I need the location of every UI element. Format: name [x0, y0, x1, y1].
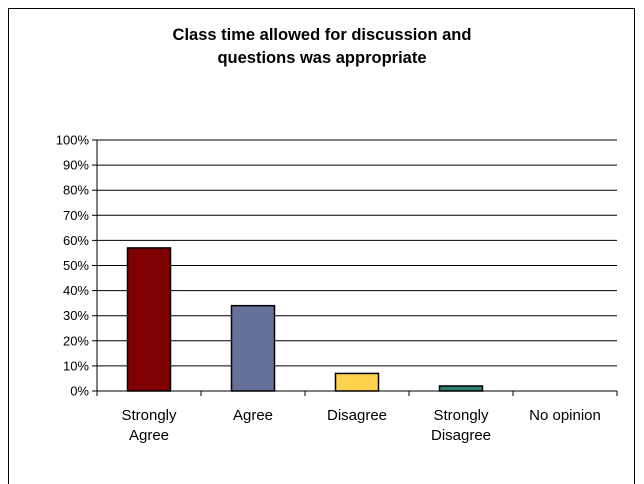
chart-title-line-2: questions was appropriate: [217, 49, 427, 67]
y-tick-label: 90%: [63, 158, 89, 173]
y-tick-label: 70%: [63, 208, 89, 223]
y-tick-label: 20%: [63, 333, 89, 348]
y-tick-label: 40%: [63, 283, 89, 298]
bar-agree: [230, 304, 276, 392]
x-category-label: Agree: [233, 407, 273, 424]
chart-frame: [8, 8, 635, 484]
y-tick-label: 80%: [63, 183, 89, 198]
y-tick-label: 0%: [70, 384, 89, 399]
x-category-label: Strongly Agree: [121, 407, 177, 444]
bar-strongly-disagree: [438, 385, 484, 392]
chart-title: Class time allowed for discussion and qu…: [0, 24, 644, 70]
y-tick-label: 30%: [63, 308, 89, 323]
x-category-label: Strongly Disagree: [431, 407, 491, 444]
y-tick-label: 10%: [63, 358, 89, 373]
y-tick-label: 60%: [63, 233, 89, 248]
y-tick-label: 50%: [63, 258, 89, 273]
x-category-label: Disagree: [327, 407, 387, 424]
y-tick-label: 100%: [56, 133, 90, 148]
chart-title-line-1: Class time allowed for discussion and: [172, 26, 472, 44]
bar-strongly-agree: [126, 247, 172, 392]
x-category-label: No opinion: [529, 407, 601, 424]
bar-disagree: [334, 372, 380, 392]
